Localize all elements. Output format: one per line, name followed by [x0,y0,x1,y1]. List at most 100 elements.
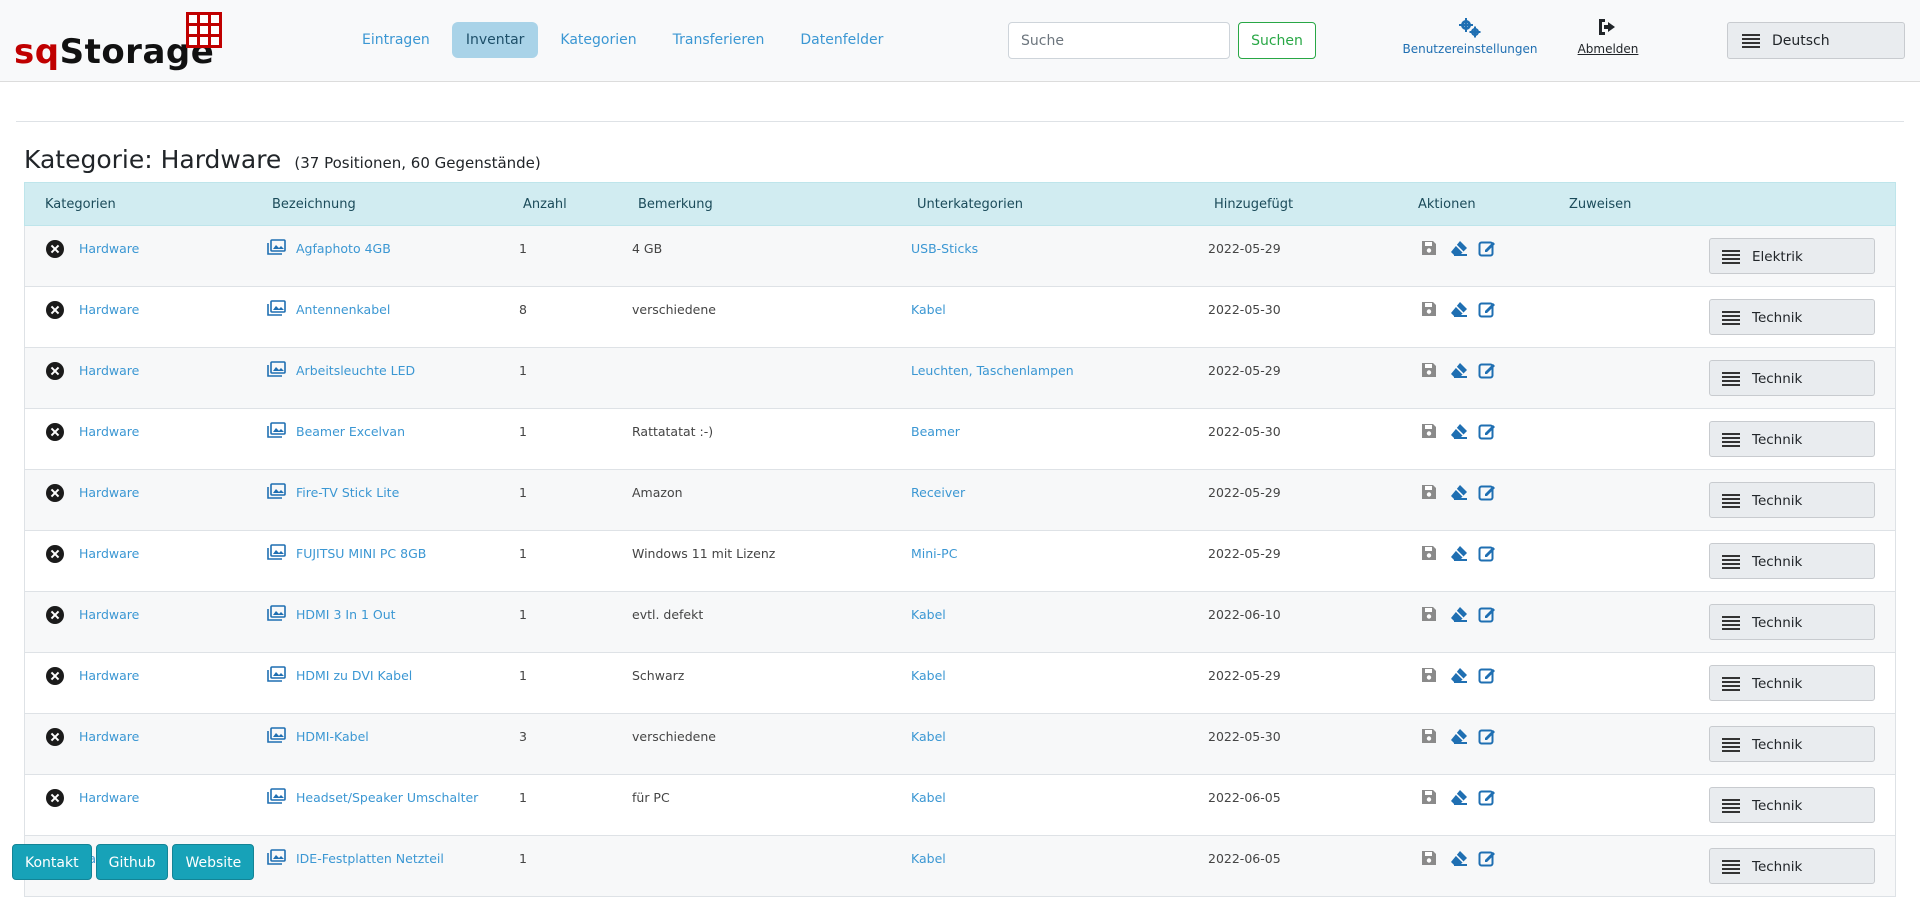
nav-eintragen[interactable]: Eintragen [362,32,430,48]
eraser-icon[interactable] [1450,788,1468,806]
assign-select[interactable]: Technik [1709,848,1875,884]
eraser-icon[interactable] [1450,483,1468,501]
th-bemerkung[interactable]: Bemerkung [638,197,713,212]
category-link[interactable]: Hardware [79,485,140,500]
category-link[interactable]: Hardware [79,302,140,317]
image-icon[interactable] [267,483,286,500]
subcategory-link[interactable]: Beamer [911,424,960,439]
assign-select[interactable]: Elektrik [1709,238,1875,274]
save-icon[interactable] [1420,422,1438,440]
item-name-link[interactable]: Arbeitsleuchte LED [296,363,416,378]
image-icon[interactable] [267,300,286,317]
assign-select[interactable]: Technik [1709,665,1875,701]
item-name-link[interactable]: IDE-Festplatten Netzteil [296,851,444,866]
edit-icon[interactable] [1478,422,1496,440]
subcategory-link[interactable]: USB-Sticks [911,241,979,256]
save-icon[interactable] [1420,544,1438,562]
category-link[interactable]: Hardware [79,424,140,439]
save-icon[interactable] [1420,727,1438,745]
category-link[interactable]: Hardware [79,241,140,256]
th-bezeichnung[interactable]: Bezeichnung [272,197,356,212]
remove-icon[interactable] [46,301,64,319]
assign-select[interactable]: Technik [1709,299,1875,335]
search-input[interactable] [1008,22,1230,59]
th-kategorien[interactable]: Kategorien [45,197,116,212]
search-button[interactable]: Suchen [1238,22,1316,59]
edit-icon[interactable] [1478,483,1496,501]
subcategory-link[interactable]: Receiver [911,485,966,500]
image-icon[interactable] [267,727,286,744]
edit-icon[interactable] [1478,239,1496,257]
language-select[interactable]: Deutsch [1727,22,1905,59]
image-icon[interactable] [267,788,286,805]
item-name-link[interactable]: Fire-TV Stick Lite [296,485,400,500]
assign-select[interactable]: Technik [1709,726,1875,762]
eraser-icon[interactable] [1450,361,1468,379]
subcategory-link[interactable]: Mini-PC [911,546,958,561]
th-unterkategorien[interactable]: Unterkategorien [917,197,1023,212]
category-link[interactable]: Hardware [79,546,140,561]
save-icon[interactable] [1420,666,1438,684]
assign-select[interactable]: Technik [1709,543,1875,579]
remove-icon[interactable] [46,606,64,624]
assign-select[interactable]: Technik [1709,482,1875,518]
remove-icon[interactable] [46,789,64,807]
save-icon[interactable] [1420,849,1438,867]
item-name-link[interactable]: HDMI-Kabel [296,729,369,744]
eraser-icon[interactable] [1450,300,1468,318]
eraser-icon[interactable] [1450,849,1468,867]
github-button[interactable]: Github [95,844,169,880]
save-icon[interactable] [1420,239,1438,257]
eraser-icon[interactable] [1450,544,1468,562]
category-link[interactable]: Hardware [79,668,140,683]
logout-link[interactable]: Abmelden [1568,16,1648,56]
brand-logo[interactable]: sqStorage [14,12,226,72]
edit-icon[interactable] [1478,300,1496,318]
assign-select[interactable]: Technik [1709,787,1875,823]
subcategory-link[interactable]: Kabel [911,607,946,622]
image-icon[interactable] [267,422,286,439]
remove-icon[interactable] [46,423,64,441]
nav-inventar[interactable]: Inventar [451,22,539,58]
remove-icon[interactable] [46,240,64,258]
item-name-link[interactable]: Beamer Excelvan [296,424,405,439]
eraser-icon[interactable] [1450,727,1468,745]
eraser-icon[interactable] [1450,666,1468,684]
item-name-link[interactable]: HDMI 3 In 1 Out [296,607,396,622]
th-anzahl[interactable]: Anzahl [523,197,567,212]
category-link[interactable]: Hardware [79,363,140,378]
assign-select[interactable]: Technik [1709,421,1875,457]
nav-datenfelder[interactable]: Datenfelder [800,32,884,48]
save-icon[interactable] [1420,361,1438,379]
subcategory-link[interactable]: Kabel [911,851,946,866]
subcategory-link[interactable]: Kabel [911,729,946,744]
image-icon[interactable] [267,605,286,622]
edit-icon[interactable] [1478,788,1496,806]
category-link[interactable]: Hardware [79,790,140,805]
subcategory-link[interactable]: Kabel [911,302,946,317]
contact-button[interactable]: Kontakt [12,844,92,880]
user-settings-link[interactable]: Benutzereinstellungen [1400,16,1540,56]
assign-select[interactable]: Technik [1709,360,1875,396]
website-button[interactable]: Website [172,844,255,880]
subcategory-link[interactable]: Leuchten, Taschenlampen [911,363,1074,378]
eraser-icon[interactable] [1450,239,1468,257]
edit-icon[interactable] [1478,605,1496,623]
edit-icon[interactable] [1478,849,1496,867]
subcategory-link[interactable]: Kabel [911,668,946,683]
assign-select[interactable]: Technik [1709,604,1875,640]
image-icon[interactable] [267,849,286,866]
save-icon[interactable] [1420,483,1438,501]
edit-icon[interactable] [1478,666,1496,684]
save-icon[interactable] [1420,300,1438,318]
category-link[interactable]: Hardware [79,729,140,744]
save-icon[interactable] [1420,788,1438,806]
remove-icon[interactable] [46,484,64,502]
item-name-link[interactable]: FUJITSU MINI PC 8GB [296,546,427,561]
th-hinzugefuegt[interactable]: Hinzugefügt [1214,197,1294,212]
nav-kategorien[interactable]: Kategorien [560,32,637,48]
item-name-link[interactable]: Antennenkabel [296,302,391,317]
nav-transferieren[interactable]: Transferieren [672,32,765,48]
image-icon[interactable] [267,666,286,683]
remove-icon[interactable] [46,667,64,685]
